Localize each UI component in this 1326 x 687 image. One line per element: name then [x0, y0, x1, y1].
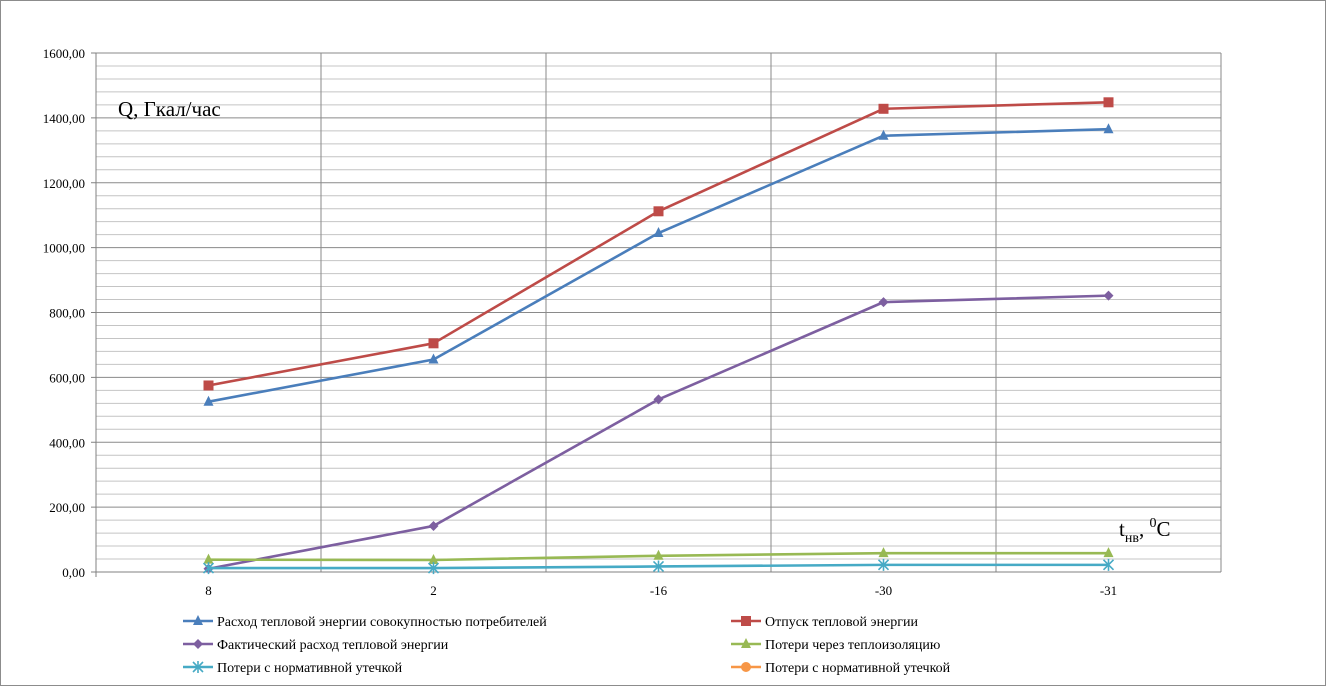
data-point: [1103, 290, 1114, 301]
x-tick-label: 8: [205, 583, 212, 598]
y-tick-label: 400,00: [49, 435, 85, 450]
x-axis-title-unit: С: [1156, 517, 1170, 541]
data-point: [427, 562, 440, 575]
data-point: [203, 380, 214, 391]
legend-label: Потери с нормативной утечкой: [765, 661, 951, 676]
legend-marker: [741, 638, 751, 648]
data-point: [877, 558, 890, 571]
legend-item: Расход тепловой энергии совокупностью по…: [183, 615, 547, 630]
data-point: [653, 394, 664, 405]
x-axis-title-subscript: нв: [1125, 531, 1139, 546]
legend-item: Потери через теплоизоляцию: [731, 638, 940, 653]
data-point: [203, 553, 214, 564]
data-point: [1102, 558, 1115, 571]
series-lines: [202, 97, 1115, 575]
legend-marker: [741, 662, 751, 672]
y-tick-label: 0,00: [62, 565, 85, 580]
data-point: [878, 547, 889, 558]
y-axis-title: Q, Гкал/час: [118, 97, 221, 121]
legend-label: Потери с нормативной утечкой: [217, 661, 403, 676]
series-line: [208, 101, 1109, 387]
data-point: [428, 553, 439, 564]
legend-label: Отпуск тепловой энергии: [765, 615, 919, 630]
series-5: [202, 558, 1115, 575]
data-point: [878, 297, 889, 308]
legend: Расход тепловой энергии совокупностью по…: [183, 615, 951, 676]
y-tick-label: 1200,00: [43, 176, 85, 191]
x-tick-label: 2: [430, 583, 437, 598]
legend-item: Фактический расход тепловой энергии: [183, 638, 449, 653]
legend-label: Фактический расход тепловой энергии: [217, 638, 449, 653]
y-tick-label: 800,00: [49, 306, 85, 321]
y-tick-label: 200,00: [49, 500, 85, 515]
y-tick-label: 1000,00: [43, 241, 85, 256]
x-tick-label: -31: [1100, 583, 1117, 598]
data-point: [202, 562, 215, 575]
data-point: [428, 338, 439, 349]
data-point: [1103, 123, 1114, 134]
series-1: [203, 123, 1114, 406]
legend-marker: [193, 615, 203, 625]
x-axis-title-superscript: 0: [1149, 516, 1156, 531]
legend-item: Отпуск тепловой энергии: [731, 615, 919, 630]
data-point: [653, 549, 664, 560]
x-tick-label: -30: [875, 583, 892, 598]
legend-label: Потери через теплоизоляцию: [765, 638, 940, 653]
x-tick-label: -16: [650, 583, 668, 598]
legend-label: Расход тепловой энергии совокупностью по…: [217, 615, 547, 630]
legend-marker: [193, 639, 203, 649]
legend-item: Потери с нормативной утечкой: [183, 661, 403, 676]
data-point: [428, 353, 439, 364]
series-2: [203, 97, 1114, 391]
data-point: [428, 520, 439, 531]
series-4: [203, 547, 1114, 564]
data-point: [878, 129, 889, 140]
legend-marker: [741, 616, 751, 626]
axes: 0,00 200,00 400,00 600,00 800,00 1000,00 1200,…: [43, 46, 1221, 598]
y-tick-label: 1600,00: [43, 46, 85, 61]
data-point: [652, 560, 665, 573]
y-tick-label: 600,00: [49, 370, 85, 385]
data-point: [653, 227, 664, 238]
data-point: [878, 103, 889, 114]
legend-marker: [192, 661, 204, 673]
legend-item: Потери с нормативной утечкой: [731, 661, 951, 676]
x-axis-title-separator: ,: [1139, 517, 1150, 541]
x-axis-title: tнв, 0С: [1119, 516, 1170, 546]
data-point: [1103, 547, 1114, 558]
data-point: [653, 206, 664, 217]
y-tick-label: 1400,00: [43, 111, 85, 126]
series-line: [208, 294, 1109, 571]
series-3: [203, 290, 1114, 574]
data-point: [203, 395, 214, 406]
data-point: [1103, 97, 1114, 108]
x-axis-title-base: t: [1119, 517, 1125, 541]
